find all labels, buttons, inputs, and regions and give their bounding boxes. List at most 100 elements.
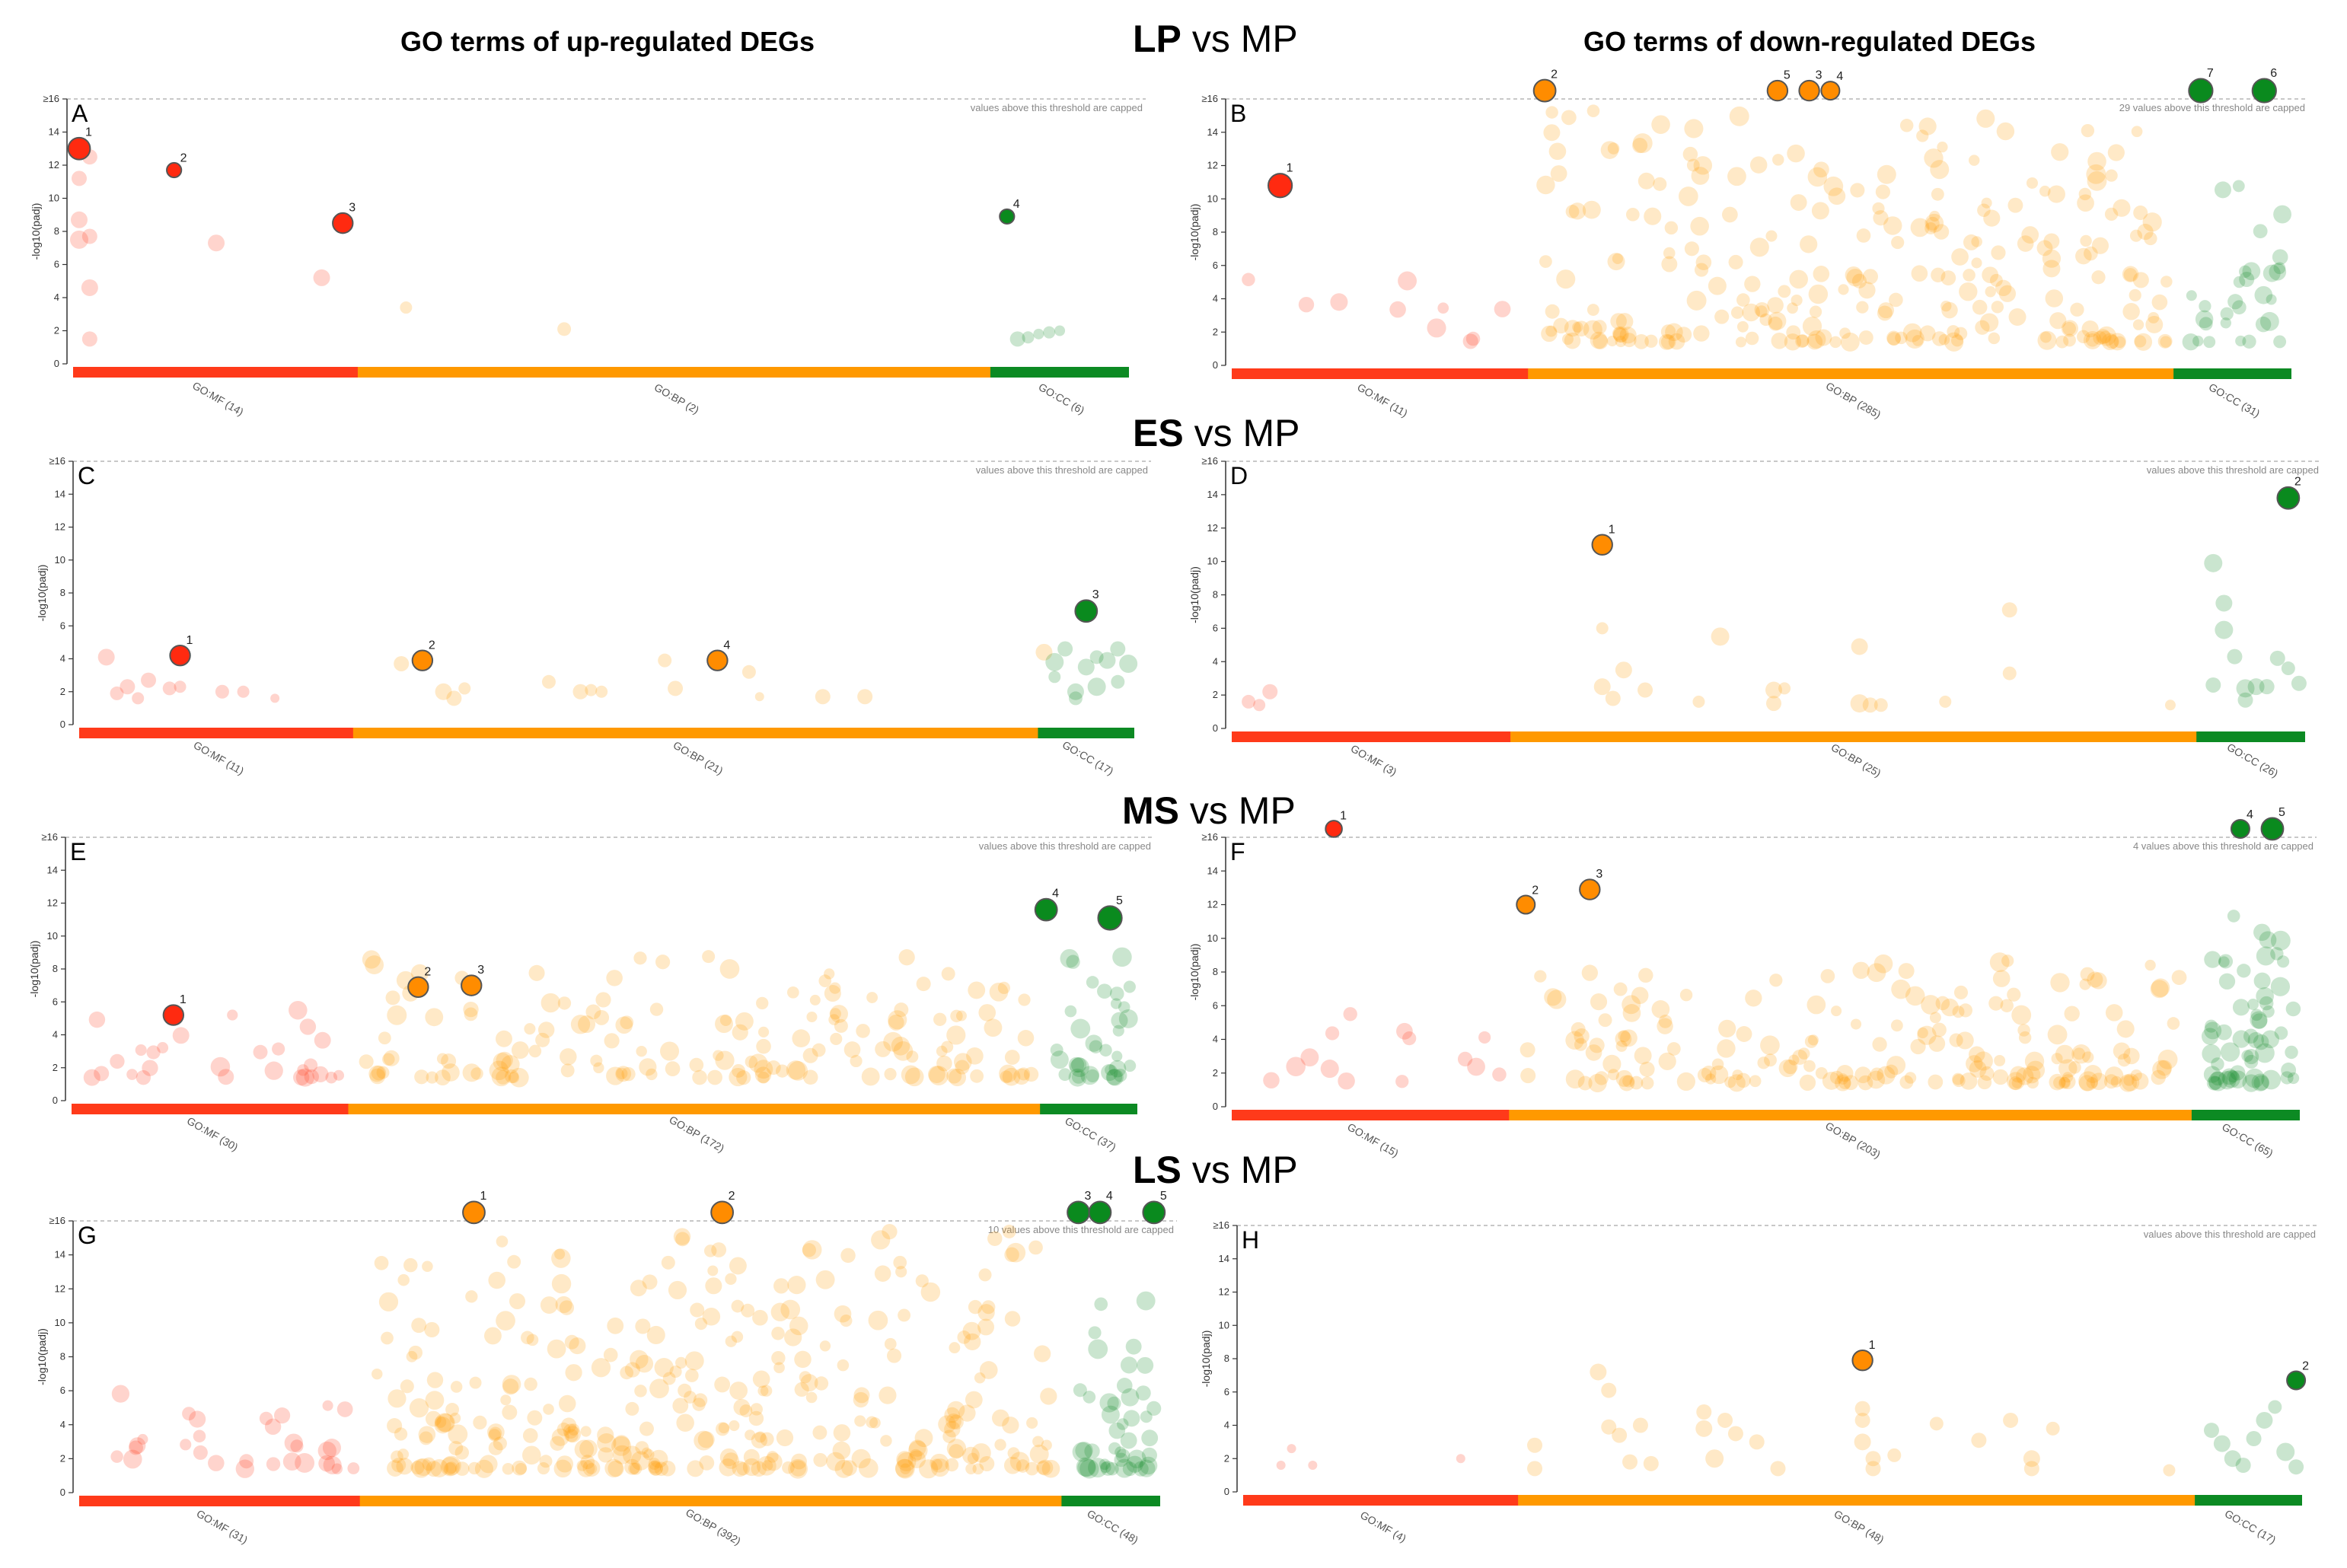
- data-point: [2082, 1051, 2094, 1063]
- data-point: [467, 1461, 481, 1475]
- data-point: [1121, 1388, 1140, 1407]
- data-point: [794, 1350, 812, 1369]
- highlight-point: [1268, 173, 1293, 199]
- data-point: [1607, 142, 1620, 155]
- data-point: [2152, 1060, 2172, 1079]
- data-point: [1116, 1378, 1133, 1394]
- data-point: [958, 1404, 976, 1422]
- data-point: [424, 1321, 440, 1338]
- data-point: [1618, 1030, 1631, 1043]
- data-point: [1601, 1382, 1617, 1398]
- data-point: [2233, 276, 2246, 288]
- data-point: [2078, 1071, 2099, 1092]
- data-point: [1994, 1054, 2006, 1066]
- data-point: [2232, 180, 2245, 193]
- data-point: [1809, 305, 1822, 318]
- data-point: [1058, 1068, 1072, 1082]
- data-point: [1041, 1459, 1060, 1478]
- threshold-note: 29 values above this threshold are cappe…: [2119, 102, 2305, 113]
- y-tick-label: 8: [60, 1351, 65, 1362]
- data-point: [1605, 690, 1621, 706]
- data-point: [2077, 330, 2090, 343]
- data-point: [824, 968, 835, 980]
- data-point: [1634, 1047, 1652, 1065]
- y-tick-label: 6: [1224, 1386, 1229, 1397]
- data-point: [1298, 297, 1315, 313]
- category-label: GO:MF (31): [195, 1507, 250, 1546]
- highlight-label: 5: [1784, 69, 1791, 82]
- data-point: [1765, 681, 1782, 699]
- data-point: [1796, 334, 1810, 348]
- data-point: [1002, 1417, 1019, 1434]
- data-point: [1686, 290, 1707, 311]
- data-point: [603, 1347, 618, 1362]
- data-point: [2080, 967, 2095, 982]
- data-point: [853, 1391, 869, 1408]
- data-point: [511, 1041, 529, 1060]
- data-point: [1564, 320, 1581, 337]
- data-point: [715, 1015, 733, 1034]
- data-point: [2254, 285, 2273, 304]
- data-point: [126, 1069, 138, 1080]
- data-point: [725, 1273, 737, 1285]
- data-point: [636, 1045, 647, 1057]
- data-point: [1520, 1068, 1536, 1084]
- data-point: [1064, 1005, 1077, 1018]
- data-point: [488, 1429, 501, 1442]
- data-point: [1068, 691, 1083, 706]
- data-point: [396, 1458, 413, 1475]
- data-point: [1828, 187, 1846, 206]
- data-point: [2042, 249, 2062, 268]
- y-axis-label: -log10(padj): [1188, 204, 1201, 261]
- data-point: [512, 1460, 528, 1476]
- data-point: [576, 1460, 588, 1471]
- data-point: [397, 1448, 410, 1461]
- data-point: [2144, 231, 2157, 246]
- data-point: [2242, 262, 2261, 281]
- data-point: [612, 1445, 632, 1464]
- data-point: [2062, 321, 2077, 336]
- highlight-point: [1798, 79, 1820, 102]
- data-point: [1695, 1420, 1713, 1437]
- data-point: [1519, 1042, 1535, 1058]
- category-bar: [1232, 1110, 1511, 1120]
- data-point: [394, 655, 410, 671]
- data-point: [295, 1452, 315, 1473]
- data-point: [1112, 1025, 1124, 1037]
- data-point: [1749, 156, 1768, 174]
- data-point: [1976, 109, 1995, 128]
- data-point: [2243, 1028, 2259, 1044]
- data-point: [853, 1387, 870, 1404]
- data-point: [1325, 1026, 1340, 1041]
- data-point: [2108, 333, 2126, 351]
- data-point: [2000, 999, 2014, 1012]
- data-point: [505, 1069, 519, 1084]
- data-point: [2220, 307, 2234, 320]
- data-point: [1930, 160, 1950, 180]
- data-point: [2055, 1044, 2074, 1064]
- y-tick-label: 8: [1213, 966, 1218, 977]
- data-point: [2132, 1072, 2149, 1090]
- data-point: [1929, 210, 1940, 222]
- data-point: [964, 1333, 981, 1351]
- data-point: [1787, 144, 1805, 163]
- y-tick-label: 12: [47, 897, 58, 909]
- chart-panel-H: values above this threshold are capped02…: [1200, 1219, 2319, 1546]
- data-point: [2276, 1442, 2295, 1461]
- data-point: [1704, 1073, 1717, 1085]
- data-point: [441, 1053, 457, 1069]
- comparison-bold: ES: [1133, 412, 1184, 454]
- data-point: [799, 1371, 812, 1384]
- data-point: [1929, 1012, 1941, 1024]
- data-point: [824, 985, 841, 1002]
- data-point: [1036, 1461, 1051, 1475]
- category-bar: [990, 367, 1129, 378]
- y-tick-label: 2: [54, 325, 59, 336]
- data-point: [1887, 1448, 1902, 1462]
- y-tick-label: 6: [1213, 260, 1218, 271]
- data-point: [591, 1358, 611, 1378]
- data-point: [2195, 310, 2214, 329]
- data-point: [1137, 1356, 1154, 1374]
- category-label: GO:CC (26): [2225, 741, 2281, 779]
- data-point: [2083, 331, 2102, 349]
